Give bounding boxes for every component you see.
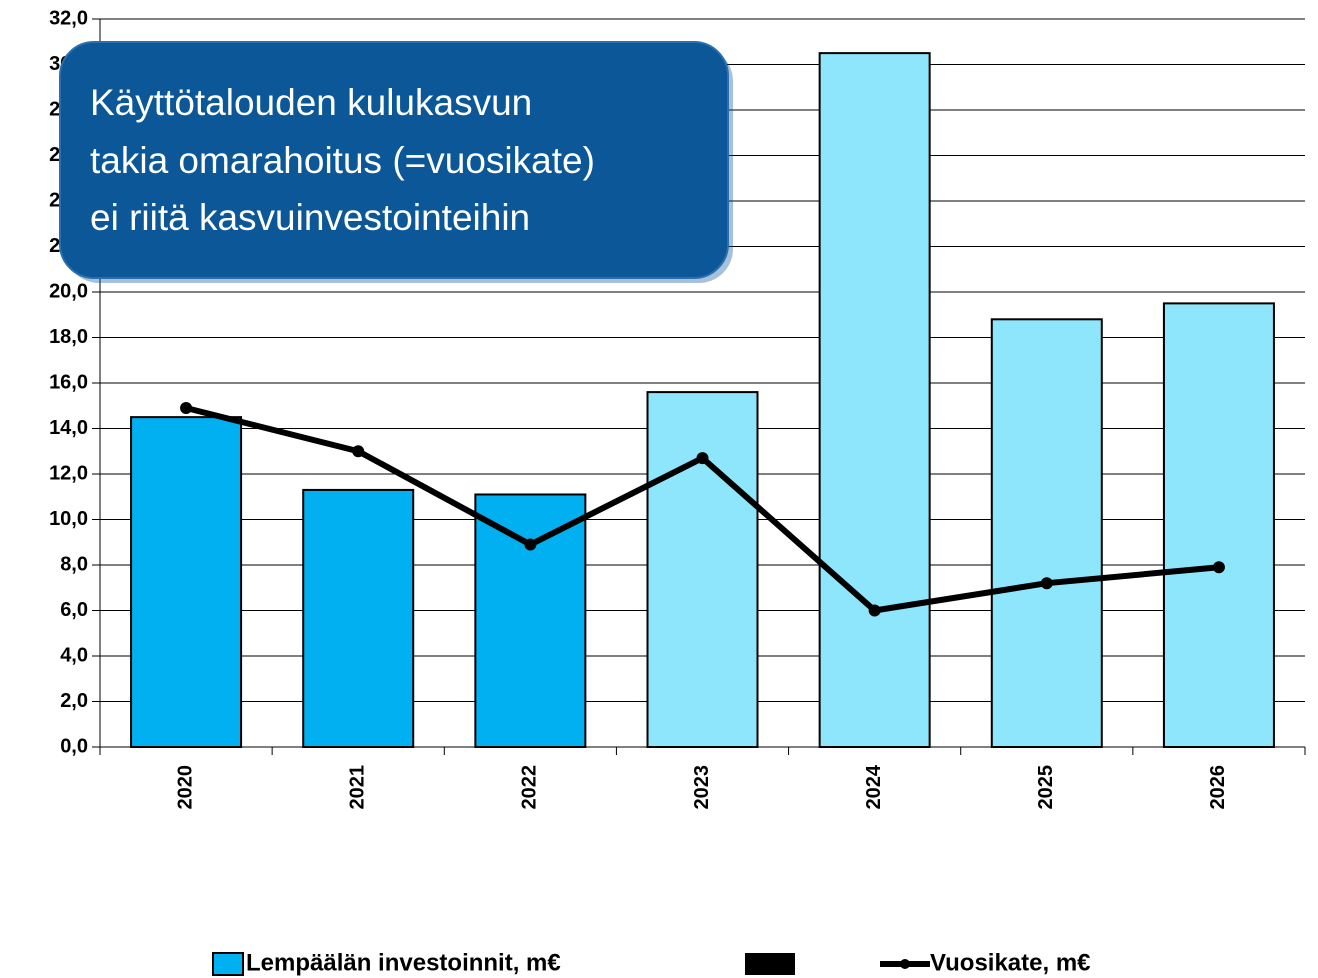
x-tick-label: 2024	[863, 764, 885, 809]
bar	[818, 52, 931, 748]
line-point	[352, 445, 365, 458]
legend-swatch	[212, 952, 244, 976]
y-tick-label: 20,0	[49, 280, 88, 302]
x-tick-label: 2022	[519, 765, 541, 810]
bar	[990, 318, 1103, 748]
line-point	[524, 538, 537, 551]
x-tick-label: 2021	[346, 765, 368, 810]
x-tick-label: 2020	[174, 765, 196, 810]
line-point	[868, 604, 881, 617]
x-tick-label: 2026	[1207, 765, 1229, 810]
legend-swatch	[900, 959, 910, 969]
bar	[1162, 302, 1275, 748]
legend-label: Lempäälän investoinnit, m€	[246, 949, 561, 976]
annotation-text: takia omarahoitus (=vuosikate)	[90, 140, 595, 181]
bar	[646, 391, 759, 748]
y-tick-label: 2,0	[60, 690, 88, 712]
annotation-text: Käyttötalouden kulukasvun	[90, 82, 532, 123]
line-point	[180, 402, 193, 415]
y-tick-label: 12,0	[49, 462, 88, 484]
bar	[130, 416, 243, 748]
y-tick-label: 8,0	[60, 553, 88, 575]
bar	[302, 488, 415, 748]
y-tick-label: 6,0	[60, 599, 88, 621]
annotation-text: ei riitä kasvuinvestointeihin	[90, 197, 530, 238]
line-point	[1040, 577, 1053, 590]
bar	[474, 493, 587, 748]
y-tick-label: 10,0	[49, 508, 88, 530]
line-point	[1212, 561, 1225, 574]
y-tick-label: 0,0	[60, 735, 88, 757]
y-tick-label: 16,0	[49, 371, 88, 393]
y-tick-label: 18,0	[49, 326, 88, 348]
legend-swatch	[745, 953, 795, 975]
y-tick-label: 14,0	[49, 417, 88, 439]
legend-label: Vuosikate, m€	[930, 949, 1091, 976]
line-point	[696, 452, 709, 465]
x-tick-label: 2023	[691, 765, 713, 810]
y-tick-label: 32,0	[49, 7, 88, 29]
plot-area: 0,0 2,0 4,0 6,0 8,0 10,0 12,0 14,0 16,0 18,0 20,0 2…	[49, 7, 1306, 810]
annotation-box	[59, 41, 729, 279]
x-tick-label: 2025	[1035, 765, 1057, 810]
y-tick-label: 4,0	[60, 644, 88, 666]
